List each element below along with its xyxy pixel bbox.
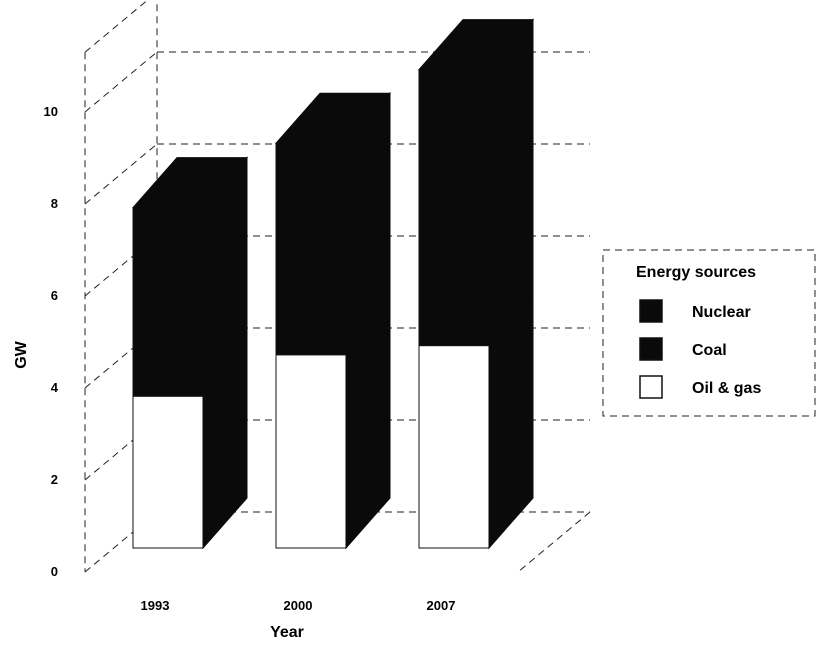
bar-top [417, 19, 535, 71]
bar-segment [274, 91, 392, 357]
y-tick-label: 4 [51, 380, 59, 395]
gridline-diagonal [84, 143, 158, 205]
legend-frame [602, 249, 816, 417]
y-axis-title: GW [13, 340, 30, 368]
x-axis-ticks: 1993 2000 2007 [141, 598, 456, 613]
bar-segment [132, 344, 248, 550]
bar-segment [275, 303, 391, 550]
bar-segment [418, 294, 534, 550]
legend-swatch [639, 337, 663, 361]
bar-segment [131, 156, 249, 398]
bar-front [418, 345, 490, 549]
x-tick-label: 2000 [284, 598, 313, 613]
legend-label: Nuclear [692, 304, 751, 321]
y-tick-label: 0 [51, 564, 58, 579]
y-axis-ticks: 0 2 4 6 8 10 [44, 104, 59, 579]
x-tick-label: 1993 [141, 598, 170, 613]
legend-label: Coal [692, 342, 727, 359]
legend-item: Coal [639, 337, 727, 361]
legend-label: Oil & gas [692, 380, 761, 397]
bar-top [274, 92, 392, 144]
gridline-diagonal [84, 51, 158, 113]
legend-item: Nuclear [639, 299, 751, 323]
bar-front [132, 207, 204, 397]
y-tick-label: 2 [51, 472, 58, 487]
legend-swatch [639, 375, 663, 399]
legend-swatch [639, 299, 663, 323]
y-tick-label: 10 [44, 104, 58, 119]
legend-title: Energy sources [636, 264, 756, 281]
floor-right-edge [517, 511, 591, 573]
legend-item: Oil & gas [639, 375, 761, 399]
bar-front [275, 142, 347, 356]
y-tick-label: 8 [51, 196, 58, 211]
bar-front [132, 395, 204, 549]
bars [131, 18, 535, 550]
bar-front [275, 354, 347, 549]
y-tick-label: 6 [51, 288, 58, 303]
bar-front [418, 69, 490, 347]
bar-side [488, 18, 534, 347]
left-wall-top [84, 0, 149, 53]
bar-top [131, 157, 249, 209]
bar-segment [417, 18, 535, 347]
x-tick-label: 2007 [427, 598, 456, 613]
legend: Energy sources Nuclear Coal Oil & gas [602, 249, 816, 417]
x-axis-title: Year [270, 624, 304, 641]
